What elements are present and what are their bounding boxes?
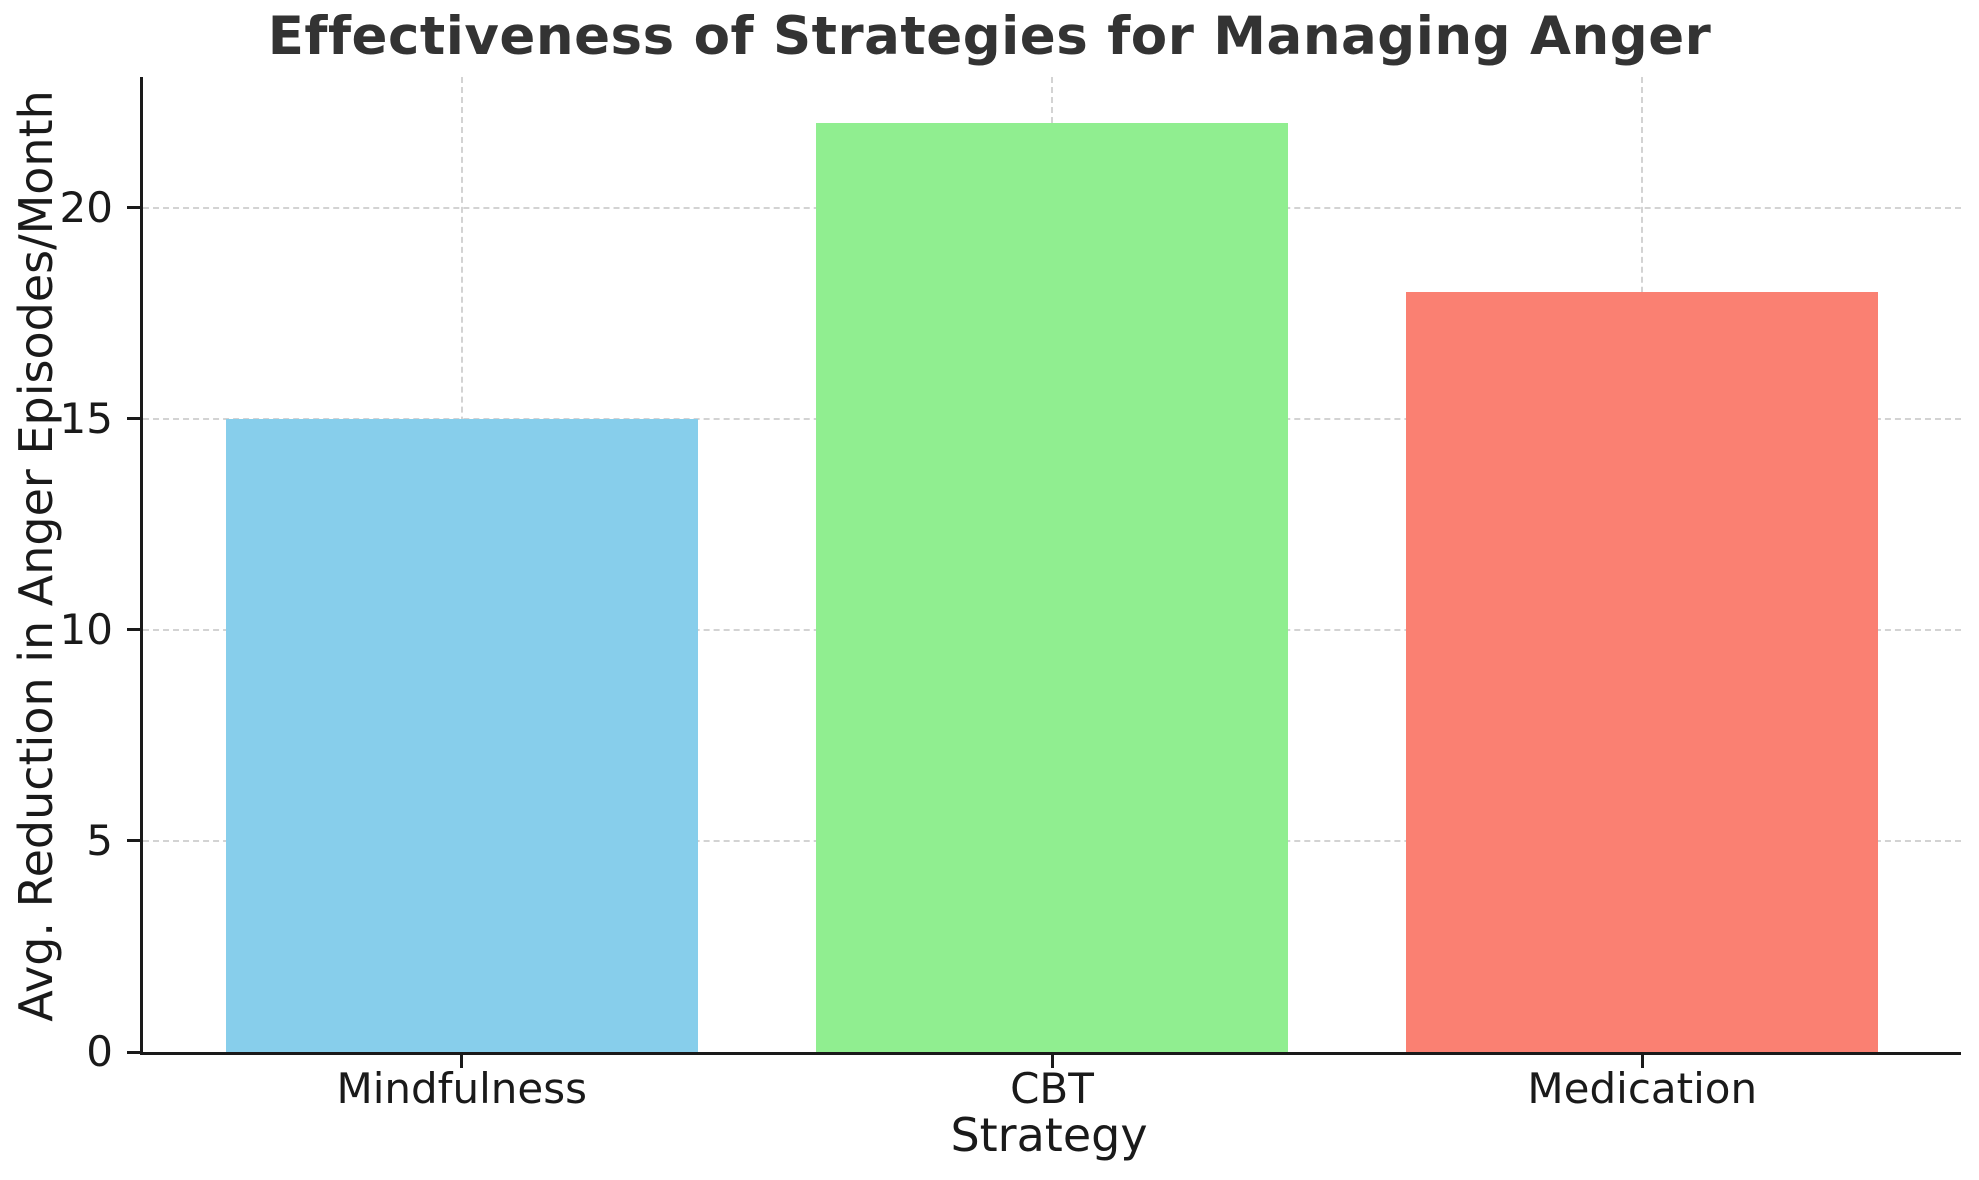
- x-axis-label: Strategy: [950, 1108, 1148, 1162]
- x-tick-label-cbt: CBT: [1010, 1064, 1094, 1113]
- chart-title: Effectiveness of Strategies for Managing…: [267, 6, 1712, 67]
- y-tick-mark: [127, 839, 140, 843]
- x-tick-mark: [460, 1055, 464, 1068]
- x-tick-label-medication: Medication: [1527, 1064, 1758, 1113]
- y-tick-label: 0: [86, 1027, 113, 1076]
- x-tick-label-mindfulness: Mindfulness: [336, 1064, 587, 1113]
- y-tick-mark: [127, 1050, 140, 1054]
- bar-medication: [1406, 292, 1879, 1052]
- x-tick-mark: [1050, 1055, 1054, 1068]
- bar-mindfulness: [225, 418, 698, 1052]
- y-axis-label: Avg. Reduction in Anger Episodes/Month: [9, 90, 63, 1022]
- bar-cbt: [815, 123, 1289, 1052]
- y-tick-label: 15: [59, 393, 113, 443]
- y-tick-mark: [127, 206, 140, 210]
- y-tick-mark: [127, 417, 140, 421]
- x-tick-mark: [1640, 1055, 1644, 1068]
- y-tick-label: 5: [86, 815, 113, 865]
- y-tick-mark: [127, 628, 140, 632]
- y-tick-label: 10: [59, 604, 113, 654]
- plot-area: 0 5 10 15 20 Mindfulness CBT Medication: [60, 77, 1961, 1110]
- y-tick-label: 20: [59, 182, 113, 232]
